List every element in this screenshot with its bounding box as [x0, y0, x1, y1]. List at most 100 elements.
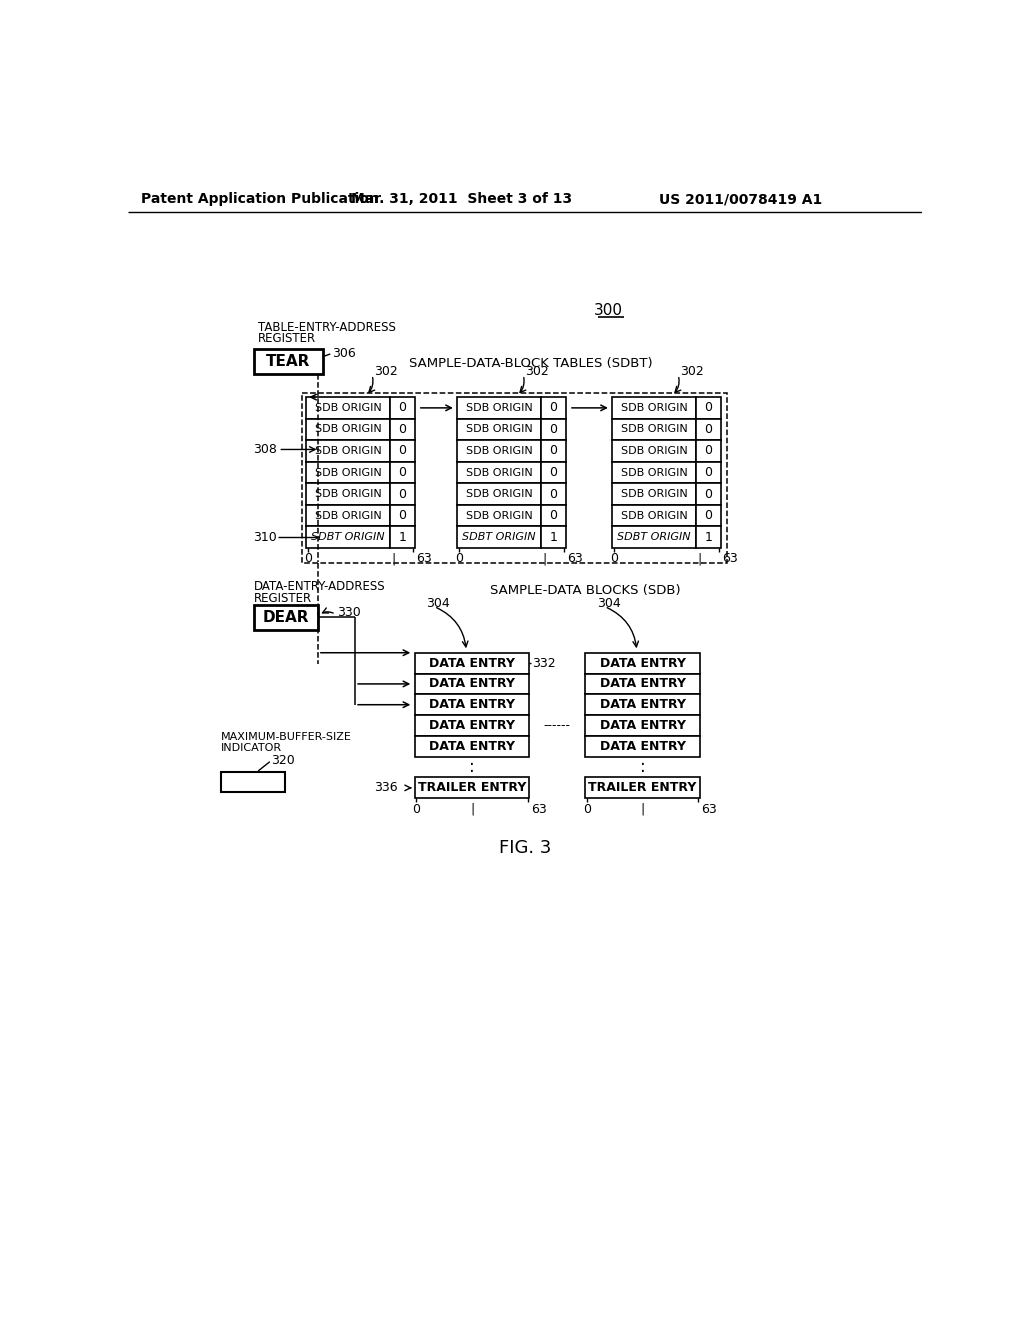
Text: |: |: [470, 803, 474, 816]
Text: DATA ENTRY: DATA ENTRY: [429, 719, 515, 733]
Bar: [458, 418, 541, 441]
Bar: [696, 483, 721, 504]
Text: SDB ORIGIN: SDB ORIGIN: [621, 403, 687, 413]
Text: DATA ENTRY: DATA ENTRY: [429, 698, 515, 711]
Bar: [541, 462, 566, 483]
Text: 63: 63: [417, 552, 432, 565]
Text: Mar. 31, 2011  Sheet 3 of 13: Mar. 31, 2011 Sheet 3 of 13: [350, 193, 571, 206]
Bar: [612, 397, 696, 418]
Text: 0: 0: [413, 803, 420, 816]
Text: 0: 0: [705, 445, 713, 458]
Text: SDB ORIGIN: SDB ORIGIN: [314, 467, 382, 478]
Text: TABLE-ENTRY-ADDRESS: TABLE-ENTRY-ADDRESS: [258, 321, 396, 334]
Text: DATA ENTRY: DATA ENTRY: [600, 739, 686, 752]
Text: 0: 0: [583, 803, 591, 816]
Bar: [306, 506, 390, 527]
Text: 0: 0: [398, 487, 407, 500]
Text: 0: 0: [304, 552, 311, 565]
Bar: [306, 397, 390, 418]
Bar: [415, 737, 529, 756]
Bar: [415, 694, 529, 715]
Text: 0: 0: [705, 487, 713, 500]
Text: SDB ORIGIN: SDB ORIGIN: [466, 446, 532, 455]
Text: 302: 302: [374, 366, 397, 379]
Text: |: |: [640, 803, 645, 816]
Text: |: |: [542, 552, 546, 565]
Bar: [696, 506, 721, 527]
Bar: [390, 397, 415, 418]
Bar: [390, 441, 415, 462]
Bar: [302, 393, 727, 562]
Text: SDB ORIGIN: SDB ORIGIN: [314, 490, 382, 499]
Text: INDICATOR: INDICATOR: [221, 743, 283, 752]
Text: SDB ORIGIN: SDB ORIGIN: [466, 511, 532, 520]
Bar: [415, 715, 529, 737]
Text: :: :: [640, 758, 645, 776]
Text: 310: 310: [253, 531, 276, 544]
Text: SDB ORIGIN: SDB ORIGIN: [621, 511, 687, 520]
Text: 304: 304: [426, 597, 451, 610]
Bar: [541, 397, 566, 418]
Bar: [612, 483, 696, 504]
Text: DATA ENTRY: DATA ENTRY: [600, 719, 686, 733]
Bar: [306, 483, 390, 504]
Text: REGISTER: REGISTER: [258, 333, 316, 345]
Bar: [415, 653, 529, 673]
Text: SDB ORIGIN: SDB ORIGIN: [314, 446, 382, 455]
Text: 308: 308: [253, 444, 276, 455]
Bar: [458, 527, 541, 548]
Text: 0: 0: [705, 510, 713, 523]
Bar: [696, 418, 721, 441]
Bar: [586, 777, 700, 799]
Text: 0: 0: [398, 445, 407, 458]
Bar: [458, 506, 541, 527]
Text: Patent Application Publication: Patent Application Publication: [141, 193, 379, 206]
Text: US 2011/0078419 A1: US 2011/0078419 A1: [658, 193, 822, 206]
Text: DATA ENTRY: DATA ENTRY: [600, 677, 686, 690]
Text: 0: 0: [398, 466, 407, 479]
Bar: [586, 653, 700, 673]
Bar: [696, 462, 721, 483]
Text: SDB ORIGIN: SDB ORIGIN: [621, 446, 687, 455]
Text: 63: 63: [722, 552, 738, 565]
Text: SDB ORIGIN: SDB ORIGIN: [466, 467, 532, 478]
Bar: [696, 397, 721, 418]
Bar: [306, 441, 390, 462]
Bar: [696, 441, 721, 462]
Text: SDBT ORIGIN: SDBT ORIGIN: [463, 532, 536, 543]
Bar: [586, 737, 700, 756]
Text: SDB ORIGIN: SDB ORIGIN: [314, 511, 382, 520]
Text: :: :: [469, 758, 475, 776]
Text: 336: 336: [375, 781, 398, 795]
Bar: [415, 777, 529, 799]
Text: DEAR: DEAR: [263, 610, 309, 624]
Bar: [221, 772, 285, 792]
Text: 304: 304: [597, 597, 621, 610]
Text: 0: 0: [550, 487, 557, 500]
Text: |: |: [697, 552, 701, 565]
Text: 0: 0: [550, 445, 557, 458]
Text: |: |: [391, 552, 395, 565]
Bar: [586, 673, 700, 694]
Bar: [541, 418, 566, 441]
Text: 1: 1: [398, 531, 407, 544]
Text: 0: 0: [550, 422, 557, 436]
Bar: [541, 483, 566, 504]
Bar: [415, 673, 529, 694]
Bar: [458, 397, 541, 418]
Text: 0: 0: [398, 510, 407, 523]
Text: SDB ORIGIN: SDB ORIGIN: [621, 490, 687, 499]
Bar: [306, 527, 390, 548]
Bar: [541, 506, 566, 527]
Text: DATA ENTRY: DATA ENTRY: [600, 656, 686, 669]
Text: 0: 0: [705, 466, 713, 479]
Text: ------: ------: [544, 719, 570, 733]
Text: 0: 0: [550, 401, 557, 414]
Text: 0: 0: [610, 552, 617, 565]
Bar: [254, 605, 317, 630]
Text: SDB ORIGIN: SDB ORIGIN: [466, 403, 532, 413]
Text: 63: 63: [531, 803, 547, 816]
Text: 302: 302: [524, 366, 549, 379]
Text: SDB ORIGIN: SDB ORIGIN: [466, 490, 532, 499]
Text: SDB ORIGIN: SDB ORIGIN: [314, 425, 382, 434]
